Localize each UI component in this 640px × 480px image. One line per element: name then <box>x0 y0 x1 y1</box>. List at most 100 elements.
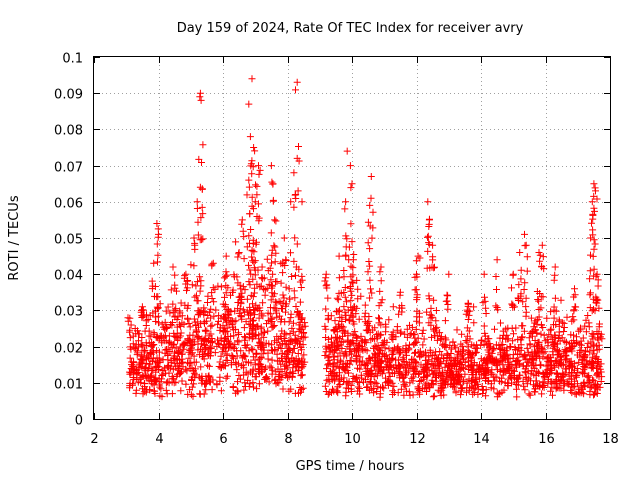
data-point <box>546 326 554 334</box>
data-point <box>597 330 605 338</box>
data-point <box>481 329 489 337</box>
data-point <box>287 249 294 257</box>
data-point <box>530 364 538 372</box>
peak-point <box>413 270 420 278</box>
data-point <box>201 337 209 344</box>
data-point <box>433 367 441 375</box>
data-point <box>573 333 580 341</box>
data-point <box>530 323 538 331</box>
data-point <box>427 311 435 319</box>
data-point <box>204 351 212 359</box>
peak-point <box>293 154 301 162</box>
data-point <box>129 380 137 388</box>
peak-point <box>269 180 277 188</box>
data-point <box>557 296 565 304</box>
data-point <box>570 316 578 324</box>
peak-point <box>571 285 578 293</box>
data-point <box>265 340 273 348</box>
data-point <box>444 374 452 382</box>
data-point <box>245 261 252 269</box>
y-tick-label: 0.06 <box>54 197 83 212</box>
data-point <box>179 363 187 371</box>
data-point <box>188 281 196 289</box>
data-point <box>354 383 362 391</box>
data-point <box>282 283 290 291</box>
data-point <box>200 304 208 312</box>
data-point <box>523 380 531 388</box>
data-point <box>349 256 357 264</box>
data-point <box>184 315 192 323</box>
peak-point <box>425 216 433 224</box>
data-point <box>346 345 354 353</box>
data-point <box>271 337 278 345</box>
data-point <box>443 297 451 305</box>
data-point <box>127 321 135 329</box>
data-point <box>156 334 164 342</box>
data-point <box>570 306 578 314</box>
data-point <box>245 232 253 240</box>
data-point <box>581 351 589 358</box>
data-point <box>469 350 477 358</box>
data-point <box>571 340 579 347</box>
data-point <box>586 348 594 356</box>
data-point <box>549 338 557 346</box>
data-point <box>521 386 529 394</box>
data-point <box>170 375 177 383</box>
data-point <box>594 358 602 365</box>
peak-point <box>322 270 330 278</box>
data-point <box>255 380 263 388</box>
data-point <box>588 332 596 340</box>
data-point <box>347 287 355 295</box>
data-point <box>267 318 275 326</box>
data-point <box>446 341 454 349</box>
data-point <box>235 309 243 317</box>
data-point <box>594 276 602 284</box>
data-point <box>193 205 201 212</box>
data-point <box>452 367 460 375</box>
data-point <box>296 298 304 306</box>
data-point <box>211 349 219 357</box>
data-point <box>348 307 356 315</box>
data-point <box>427 321 435 329</box>
data-point <box>277 354 285 362</box>
data-point <box>147 372 155 380</box>
data-point <box>162 379 170 387</box>
data-point <box>177 369 184 377</box>
data-point <box>522 373 530 381</box>
data-point <box>283 362 291 370</box>
peak-point <box>429 241 437 249</box>
data-point <box>538 345 546 353</box>
data-point <box>332 307 340 315</box>
data-point <box>593 364 600 372</box>
data-point <box>294 350 302 357</box>
data-point <box>344 332 352 340</box>
data-point <box>588 219 595 227</box>
data-point <box>208 260 216 268</box>
data-point <box>430 264 438 272</box>
data-point <box>171 271 179 279</box>
data-point <box>263 320 270 328</box>
data-point <box>532 377 540 385</box>
data-point <box>401 364 409 372</box>
data-point <box>416 378 424 385</box>
data-point <box>465 327 473 335</box>
data-point <box>357 332 365 340</box>
data-point <box>294 366 302 374</box>
data-point <box>334 342 342 350</box>
chart-title: Day 159 of 2024, Rate Of TEC Index for r… <box>177 21 524 36</box>
data-point <box>336 381 344 388</box>
data-point <box>255 200 262 208</box>
data-point <box>297 372 305 380</box>
data-point <box>519 362 527 370</box>
data-point <box>466 307 474 315</box>
data-point <box>340 374 348 382</box>
data-point <box>132 386 140 394</box>
data-point <box>140 379 148 387</box>
data-point <box>204 299 211 306</box>
data-point <box>569 313 577 321</box>
data-point <box>476 375 484 383</box>
x-tick-label: 2 <box>90 432 98 447</box>
data-point <box>130 359 137 367</box>
data-point <box>341 367 349 375</box>
y-tick-label: 0.03 <box>54 305 83 320</box>
